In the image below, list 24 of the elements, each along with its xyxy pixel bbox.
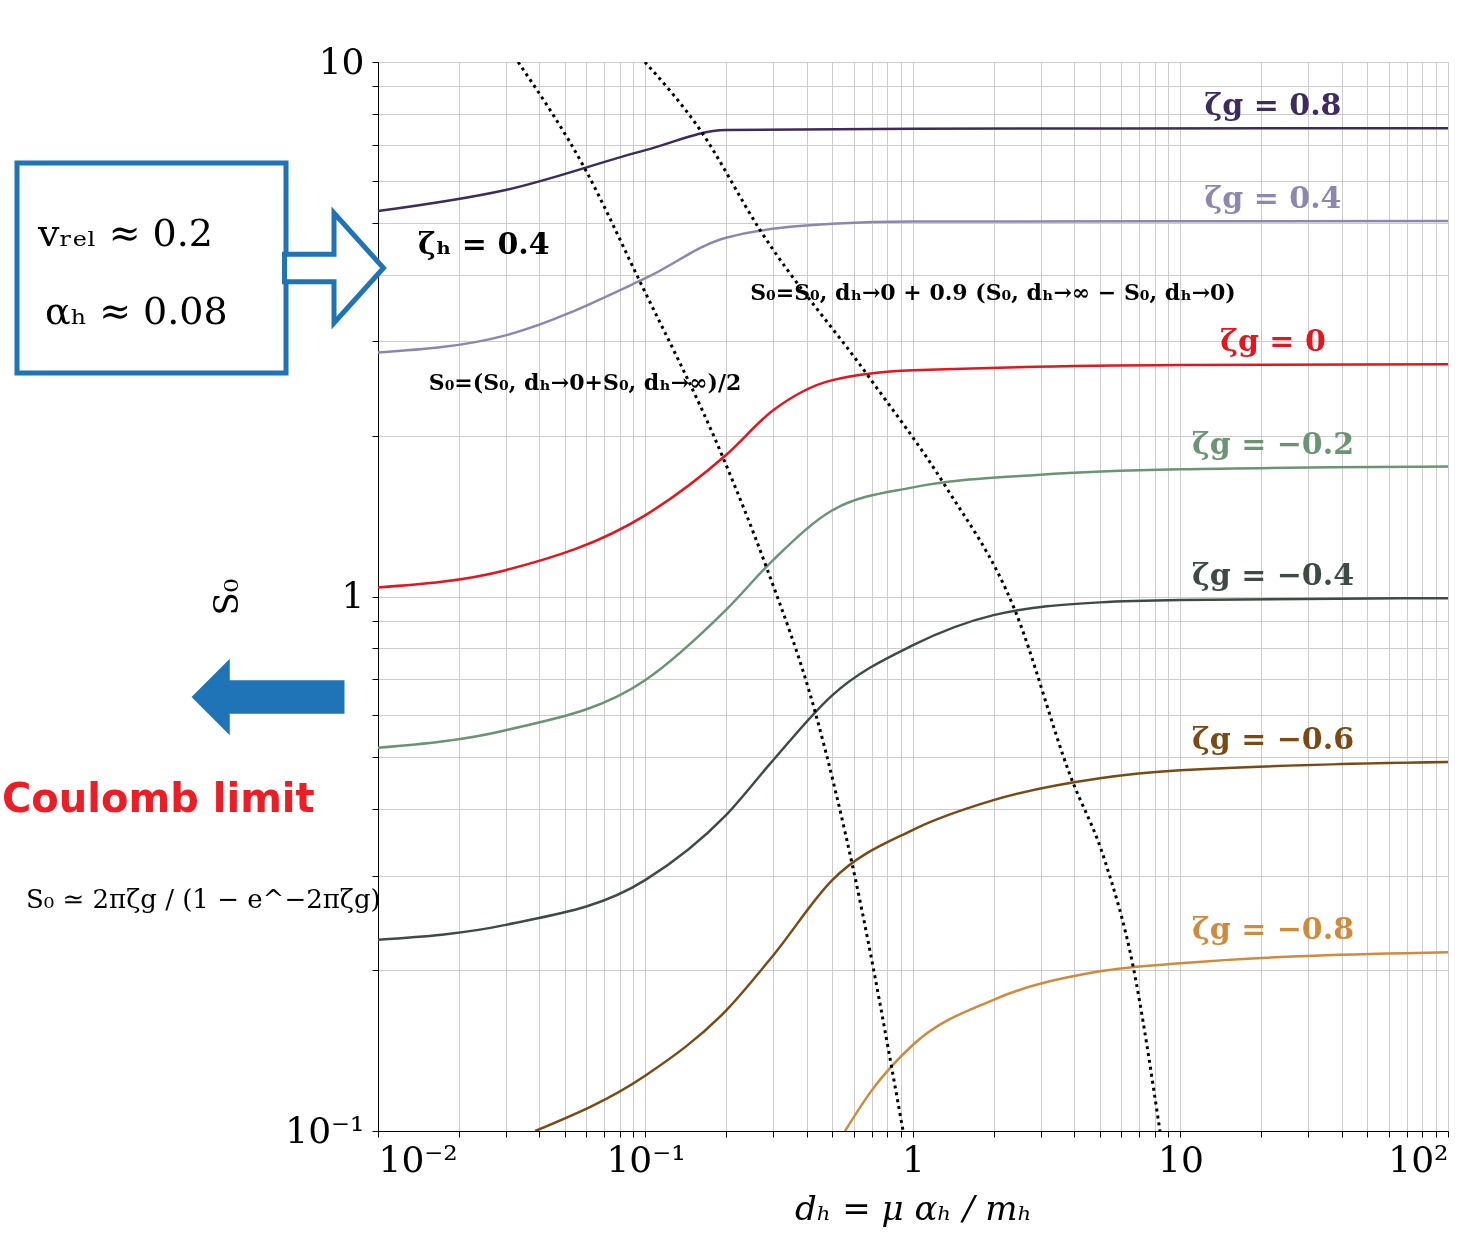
text: vᵣₑₗ ≈ 0.2 bbox=[37, 211, 214, 255]
series-label: ζg = 0.4 bbox=[1204, 180, 1342, 216]
series-label: ζg = −0.4 bbox=[1191, 557, 1355, 593]
annotation: ζₕ = 0.4 bbox=[418, 226, 550, 261]
text: αₕ ≈ 0.08 bbox=[45, 289, 228, 333]
annotation: S₀=(S₀, dₕ→0+S₀, dₕ→∞)/2 bbox=[428, 369, 742, 395]
y-axis-title: S₀ bbox=[206, 578, 247, 616]
series-label: ζg = −0.6 bbox=[1191, 721, 1355, 757]
y-tick-label: 1 bbox=[341, 575, 365, 616]
x-tick-label: 10 bbox=[1158, 1138, 1204, 1180]
series-label: ζg = −0.8 bbox=[1191, 911, 1355, 947]
series-label: ζg = −0.2 bbox=[1191, 425, 1355, 461]
x-tick-label: 10² bbox=[1388, 1138, 1449, 1180]
x-tick-label: 10⁻¹ bbox=[606, 1138, 686, 1180]
y-tick-label: 10⁻¹ bbox=[285, 1109, 365, 1151]
x-axis-title: dₕ = μ αₕ / mₕ bbox=[794, 1187, 1033, 1228]
series-label: ζg = 0 bbox=[1220, 323, 1326, 359]
x-tick-label: 1 bbox=[902, 1138, 925, 1180]
x-tick-label: 10⁻² bbox=[378, 1138, 458, 1180]
text: Coulomb limit bbox=[2, 775, 315, 821]
series-label: ζg = 0.8 bbox=[1204, 87, 1342, 123]
annotation: S₀ ≃ 2πζg / (1 − e^−2πζg) bbox=[26, 884, 381, 914]
annotation: S₀=S₀, dₕ→0 + 0.9 (S₀, dₕ→∞ − S₀, dₕ→0) bbox=[750, 279, 1236, 305]
y-tick-label: 10 bbox=[318, 40, 365, 82]
